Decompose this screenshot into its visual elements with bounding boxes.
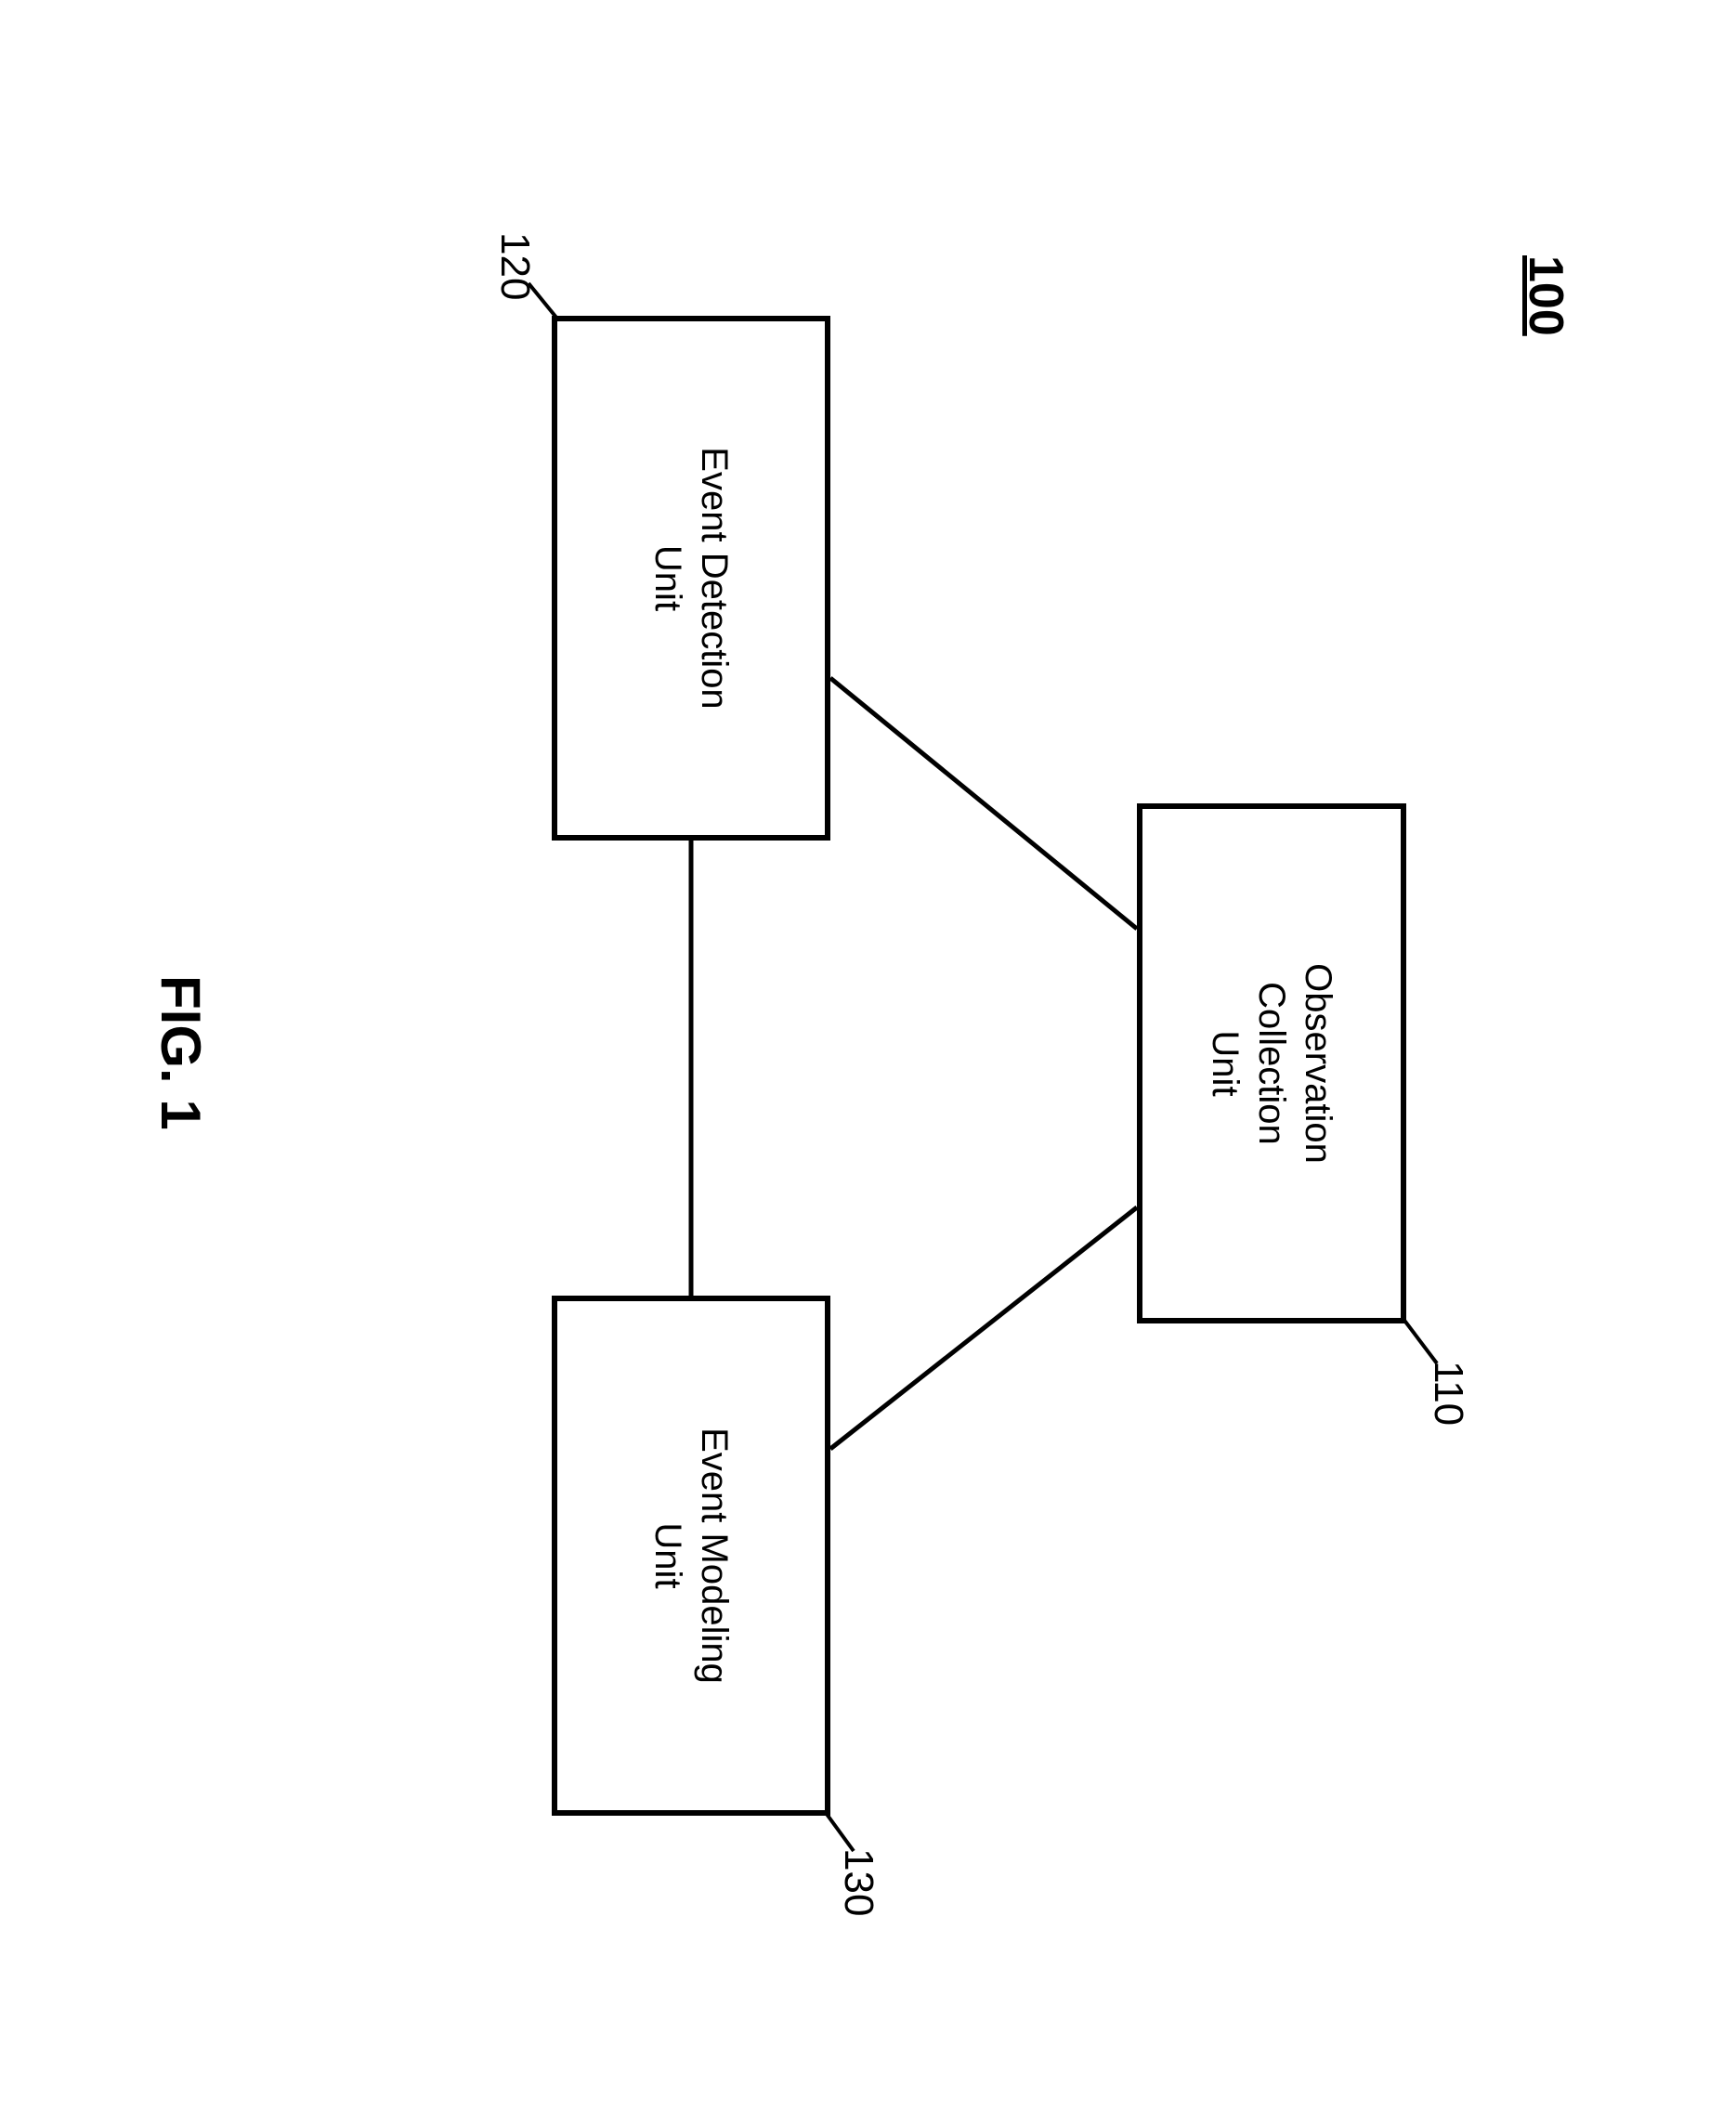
reference-number-120: 120 (491, 232, 538, 300)
node-event-modeling-unit: Event Modeling Unit (552, 1296, 830, 1816)
node-label: Observation Collection Unit (1202, 963, 1341, 1164)
edge-observation-detection (830, 678, 1137, 929)
reference-number-110: 110 (1425, 1361, 1471, 1426)
edge-observation-modeling (830, 1207, 1137, 1449)
diagram-canvas: 100 Observation Collection Unit 110 Even… (0, 0, 1736, 2125)
edges-layer (0, 0, 1736, 2125)
node-label: Event Modeling Unit (645, 1428, 737, 1684)
node-label: Event Detection Unit (645, 447, 737, 709)
figure-caption: FIG. 1 (149, 975, 213, 1130)
reference-number-130: 130 (835, 1848, 881, 1916)
figure-reference-number: 100 (1518, 255, 1573, 336)
node-observation-collection-unit: Observation Collection Unit (1137, 803, 1406, 1323)
node-event-detection-unit: Event Detection Unit (552, 316, 830, 841)
